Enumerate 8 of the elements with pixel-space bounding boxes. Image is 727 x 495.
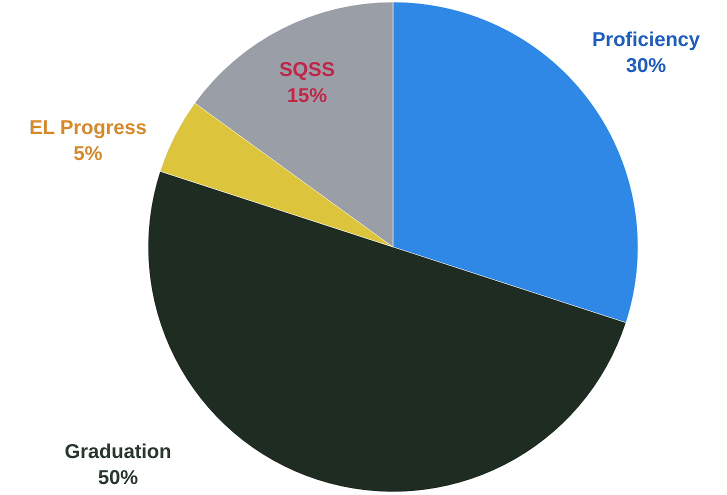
data-label: 50% <box>98 467 138 489</box>
slice-label: Graduation <box>64 441 172 463</box>
data-label: 5% <box>74 143 103 165</box>
slice-label: SQSS <box>279 59 335 81</box>
slice-label: Proficiency <box>592 29 701 51</box>
data-label: 15% <box>286 85 328 107</box>
slice-label: EL Progress <box>29 117 147 139</box>
data-label: 30% <box>626 55 666 77</box>
